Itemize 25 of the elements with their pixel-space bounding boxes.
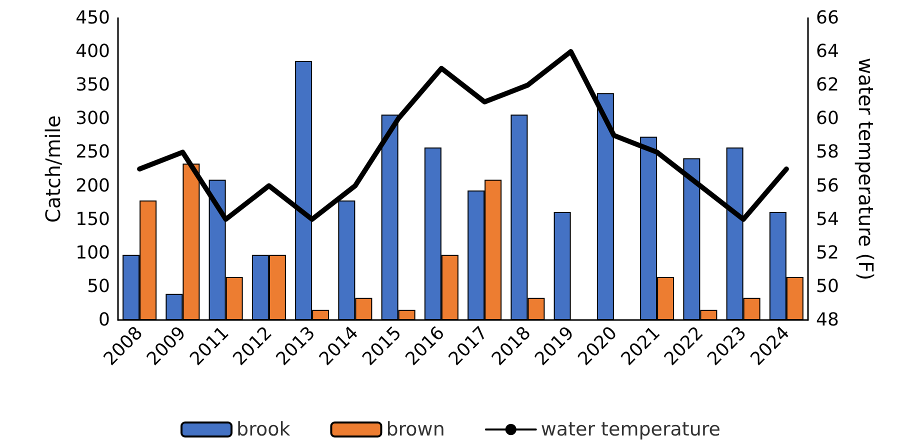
y2-tick-label: 52 <box>816 242 839 264</box>
y-tick-label: 50 <box>87 276 110 297</box>
y-tick-label: 100 <box>76 242 110 264</box>
y-tick-label: 0 <box>98 310 110 330</box>
y-axis-title: Catch/mile <box>41 115 65 223</box>
y2-tick-label: 58 <box>816 142 839 163</box>
y-tick-label: 400 <box>76 41 110 62</box>
y2-tick-label: 48 <box>816 310 839 330</box>
y2-tick-label: 54 <box>816 208 839 230</box>
y-tick-label: 350 <box>76 74 110 96</box>
y-tick-label: 200 <box>76 175 110 196</box>
y-tick-label: 450 <box>76 8 110 28</box>
y2-tick-label: 56 <box>816 175 839 196</box>
y2-tick-label: 60 <box>816 108 839 130</box>
y-tick-label: 300 <box>76 108 110 130</box>
y2-axis-title: water temperature (F) <box>854 58 878 280</box>
y-tick-label: 250 <box>76 142 110 163</box>
y-tick-label: 150 <box>76 208 110 230</box>
y2-tick-label: 66 <box>816 8 839 28</box>
legend-label: water temperature <box>540 418 720 440</box>
y2-tick-label: 62 <box>816 74 839 96</box>
legend-label: brown <box>386 418 445 440</box>
legend-label: brook <box>236 418 290 440</box>
y2-tick-label: 50 <box>816 276 839 297</box>
y2-tick-label: 64 <box>816 41 839 62</box>
